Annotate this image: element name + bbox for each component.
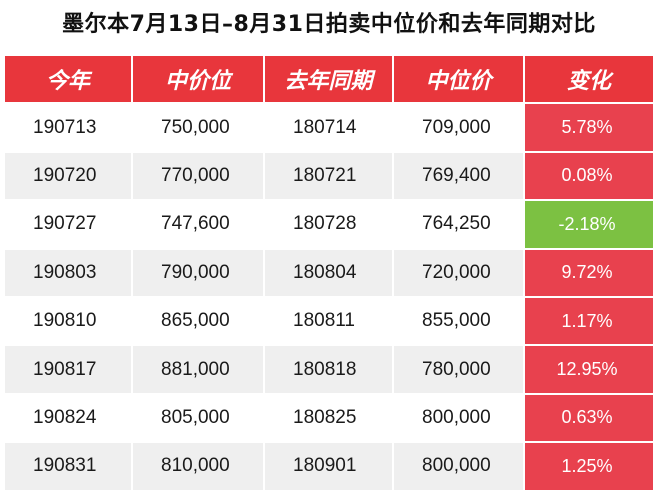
cell-this-year: 190810: [4, 296, 132, 346]
cell-last-year-median: 855,000: [393, 296, 524, 346]
cell-this-year: 190720: [4, 151, 132, 201]
cell-change: 12.95%: [524, 345, 654, 394]
cell-last-year: 180901: [264, 442, 393, 491]
cell-median-price: 747,600: [132, 200, 264, 249]
cell-this-year: 190803: [4, 248, 132, 297]
cell-last-year: 180825: [264, 393, 393, 443]
table-row: 190720 770,000 180721 769,400 0.08%: [4, 151, 654, 201]
column-header-this-year: 今年: [4, 55, 132, 103]
cell-median-price: 805,000: [132, 393, 264, 443]
cell-this-year: 190817: [4, 345, 132, 394]
cell-this-year: 190713: [4, 103, 132, 152]
table-row: 190803 790,000 180804 720,000 9.72%: [4, 248, 654, 297]
cell-change: 1.25%: [524, 442, 654, 491]
cell-last-year: 180811: [264, 296, 393, 346]
cell-last-year-median: 709,000: [393, 103, 524, 152]
table-row: 190824 805,000 180825 800,000 0.63%: [4, 393, 654, 443]
cell-change: 9.72%: [524, 248, 654, 297]
cell-change: -2.18%: [524, 200, 654, 249]
table-row: 190810 865,000 180811 855,000 1.17%: [4, 296, 654, 346]
cell-last-year: 180804: [264, 248, 393, 297]
column-header-last-year: 去年同期: [264, 55, 393, 103]
cell-last-year: 180728: [264, 200, 393, 249]
cell-last-year-median: 764,250: [393, 200, 524, 249]
column-header-last-year-median: 中位价: [393, 55, 524, 103]
cell-median-price: 770,000: [132, 151, 264, 201]
table-header-row: 今年 中价位 去年同期 中位价 变化: [4, 55, 654, 103]
cell-change: 1.17%: [524, 296, 654, 346]
cell-change: 0.08%: [524, 151, 654, 201]
cell-median-price: 810,000: [132, 442, 264, 491]
table-row: 190727 747,600 180728 764,250 -2.18%: [4, 200, 654, 249]
cell-change: 0.63%: [524, 393, 654, 443]
cell-median-price: 750,000: [132, 103, 264, 152]
table-row: 190817 881,000 180818 780,000 12.95%: [4, 345, 654, 394]
comparison-table: 今年 中价位 去年同期 中位价 变化 190713 750,000 180714 70…: [4, 55, 654, 491]
cell-change: 5.78%: [524, 103, 654, 152]
page-title: 墨尔本7月13日–8月31日拍卖中位价和去年同期对比: [62, 12, 596, 37]
cell-median-price: 881,000: [132, 345, 264, 394]
table-row: 190831 810,000 180901 800,000 1.25%: [4, 442, 654, 491]
cell-this-year: 190727: [4, 200, 132, 249]
cell-last-year: 180714: [264, 103, 393, 152]
cell-last-year-median: 800,000: [393, 393, 524, 443]
cell-last-year: 180721: [264, 151, 393, 201]
cell-median-price: 865,000: [132, 296, 264, 346]
table-body: 190713 750,000 180714 709,000 5.78% 190720 770…: [4, 103, 654, 491]
cell-last-year-median: 800,000: [393, 442, 524, 491]
table-row: 190713 750,000 180714 709,000 5.78%: [4, 103, 654, 152]
cell-last-year-median: 769,400: [393, 151, 524, 201]
cell-last-year-median: 720,000: [393, 248, 524, 297]
cell-last-year: 180818: [264, 345, 393, 394]
column-header-median-price: 中价位: [132, 55, 264, 103]
column-header-change: 变化: [524, 55, 654, 103]
cell-this-year: 190824: [4, 393, 132, 443]
cell-last-year-median: 780,000: [393, 345, 524, 394]
cell-this-year: 190831: [4, 442, 132, 491]
cell-median-price: 790,000: [132, 248, 264, 297]
